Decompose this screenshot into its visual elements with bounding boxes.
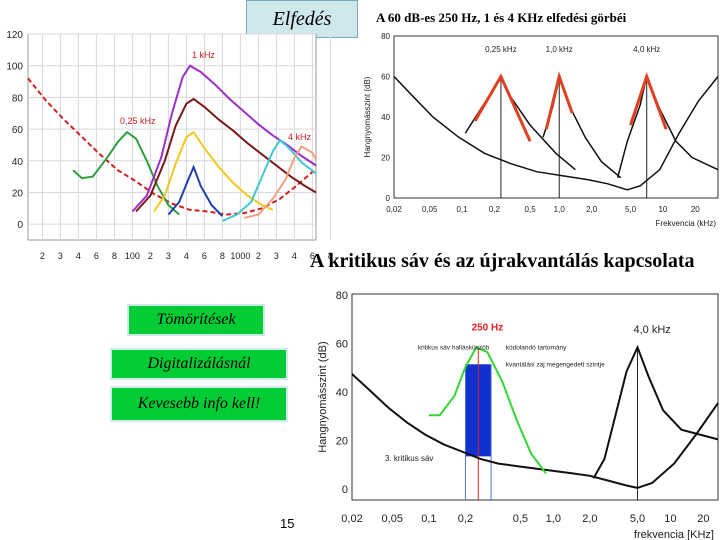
chart2-xlabel: Frekvencia (kHz): [656, 219, 717, 228]
chart3-xtick-6: 2,0: [582, 513, 597, 525]
chart2-title: A 60 dB-es 250 Hz, 1 és 4 KHz elfedési g…: [376, 10, 627, 25]
chart3-annotation-4: kvantálási zaj megengedett szintje: [506, 362, 605, 369]
chart3-annotation-5: 3. kritikus sáv: [385, 454, 433, 463]
chart2-xtick-4: 0,5: [525, 205, 537, 214]
chart3-xtick-2: 0,1: [421, 513, 436, 525]
chart3-xtick-4: 0,5: [513, 513, 528, 525]
chart3-xtick-3: 0,2: [458, 513, 473, 525]
chart2-series-5: [544, 71, 574, 130]
chart3-xtick-8: 10: [664, 513, 676, 525]
chart3-xtick-1: 0,05: [382, 513, 403, 525]
chart3-xtick-7: 5,0: [630, 513, 645, 525]
chart1-series-6: [221, 138, 317, 222]
chart1-xtick-14: 4: [292, 251, 297, 261]
chart2-xtick-1: 0,05: [422, 205, 438, 214]
chart1-ytick-2: 40: [12, 157, 24, 168]
chart2-xtick-9: 20: [691, 205, 700, 214]
chart1-ytick-1: 20: [12, 188, 24, 199]
chart3-ytick-0: 0: [342, 484, 348, 496]
chart2-ytick-0: 0: [386, 194, 391, 203]
chart1-xtick-10: 8: [220, 251, 225, 261]
chart3-series-1: [592, 344, 719, 479]
chart3-annotation-0: 250 Hz: [472, 322, 504, 333]
chart3-xlabel: frekvencia [KHz]: [634, 529, 714, 540]
chart2-ylabel: Hangnyomásszint (dB): [363, 76, 372, 157]
chart3-ytick-2: 40: [336, 387, 348, 399]
chart1-xtick-13: 3: [274, 251, 279, 261]
chart2-ytick-1: 20: [381, 154, 390, 163]
page-number: 15: [280, 516, 295, 531]
chart2-ytick-4: 80: [381, 32, 390, 41]
chart3-xtick-0: 0,02: [341, 513, 362, 525]
chart1-ytick-0: 0: [17, 220, 23, 231]
chart2-series-0: [393, 75, 719, 191]
chart1-ytick-5: 100: [6, 62, 23, 73]
chart3-series-2: [428, 346, 547, 474]
chart2-xtick-0: 0,02: [386, 205, 402, 214]
chart2-ytick-2: 40: [381, 113, 390, 122]
chart1-series-1: [72, 130, 180, 216]
chart1-ytick-4: 80: [12, 93, 24, 104]
chart2-series-4: [473, 73, 532, 142]
chart2-ytick-3: 60: [381, 73, 390, 82]
chart2-annotation-1: 1,0 kHz: [546, 45, 573, 54]
chart3-series-0: [351, 373, 719, 489]
chart1-xtick-1: 3: [58, 251, 63, 261]
chart2-xtick-8: 10: [658, 205, 667, 214]
chart3-ytick-4: 80: [336, 290, 348, 302]
chart1-xtick-11: 1000: [230, 251, 250, 261]
chart2-xtick-3: 0,2: [489, 205, 501, 214]
chart1-series-3: [135, 97, 317, 213]
chart1-xtick-0: 2: [40, 251, 45, 261]
chart1-xtick-6: 2: [148, 251, 153, 261]
chart3-xtick-5: 1,0: [546, 513, 561, 525]
chart3-ytick-3: 60: [336, 338, 348, 350]
box-digitalizalasnal: Digitalizálásnál: [110, 348, 288, 380]
chart3-annotation-3: kódolandó tartomány: [506, 345, 567, 352]
chart3-xtick-9: 20: [697, 513, 709, 525]
chart2-annotation-2: 4,0 kHz: [633, 45, 660, 54]
chart1-xtick-7: 3: [166, 251, 171, 261]
chart1-xtick-15: 6: [310, 251, 315, 261]
chart2-series-6: [629, 71, 668, 130]
chart1-xtick-9: 6: [202, 251, 207, 261]
chart1-xtick-8: 4: [184, 251, 189, 261]
chart1-xtick-16: 8: [328, 251, 333, 261]
box-tomoritesek: Tömörítések: [127, 304, 265, 336]
chart1-ytick-6: 120: [6, 30, 23, 41]
chart1-ytick-3: 60: [12, 125, 24, 136]
chart2-xtick-2: 0,1: [456, 205, 468, 214]
chart3-ytick-1: 20: [336, 435, 348, 447]
chart2-xtick-6: 2,0: [586, 205, 598, 214]
chart3-title: A kritikus sáv és az újrakvantálás kapcs…: [310, 250, 695, 272]
chart1-xtick-5: 100: [125, 251, 140, 261]
chart1-annotation-2: 4 kHz: [288, 132, 312, 142]
chart1-xtick-2: 4: [76, 251, 81, 261]
chart3-annotation-2: kritikus sáv hallásküszöb: [418, 345, 490, 352]
chart1-xtick-4: 8: [112, 251, 117, 261]
chart1-annotation-1: 0,25 kHz: [120, 116, 156, 126]
chart2-annotation-0: 0,25 kHz: [485, 45, 517, 54]
chart1-series-7: [243, 145, 317, 219]
chart1-series-5: [167, 164, 224, 217]
chart2-plot-area: [393, 35, 719, 199]
chart3-annotation-1: 4,0 kHz: [633, 324, 670, 336]
box-kevesebb-info: Kevesebb info kell!: [110, 386, 288, 422]
chart1-annotation-0: 1 kHz: [192, 50, 216, 60]
chart3-ylabel: Hangnyomásszint (dB): [317, 341, 329, 452]
page-title: Elfedés: [246, 0, 358, 38]
chart2-xtick-5: 1,0: [554, 205, 566, 214]
chart1-xtick-12: 2: [256, 251, 261, 261]
chart2-xtick-7: 5,0: [625, 205, 637, 214]
chart1-xtick-3: 6: [94, 251, 99, 261]
